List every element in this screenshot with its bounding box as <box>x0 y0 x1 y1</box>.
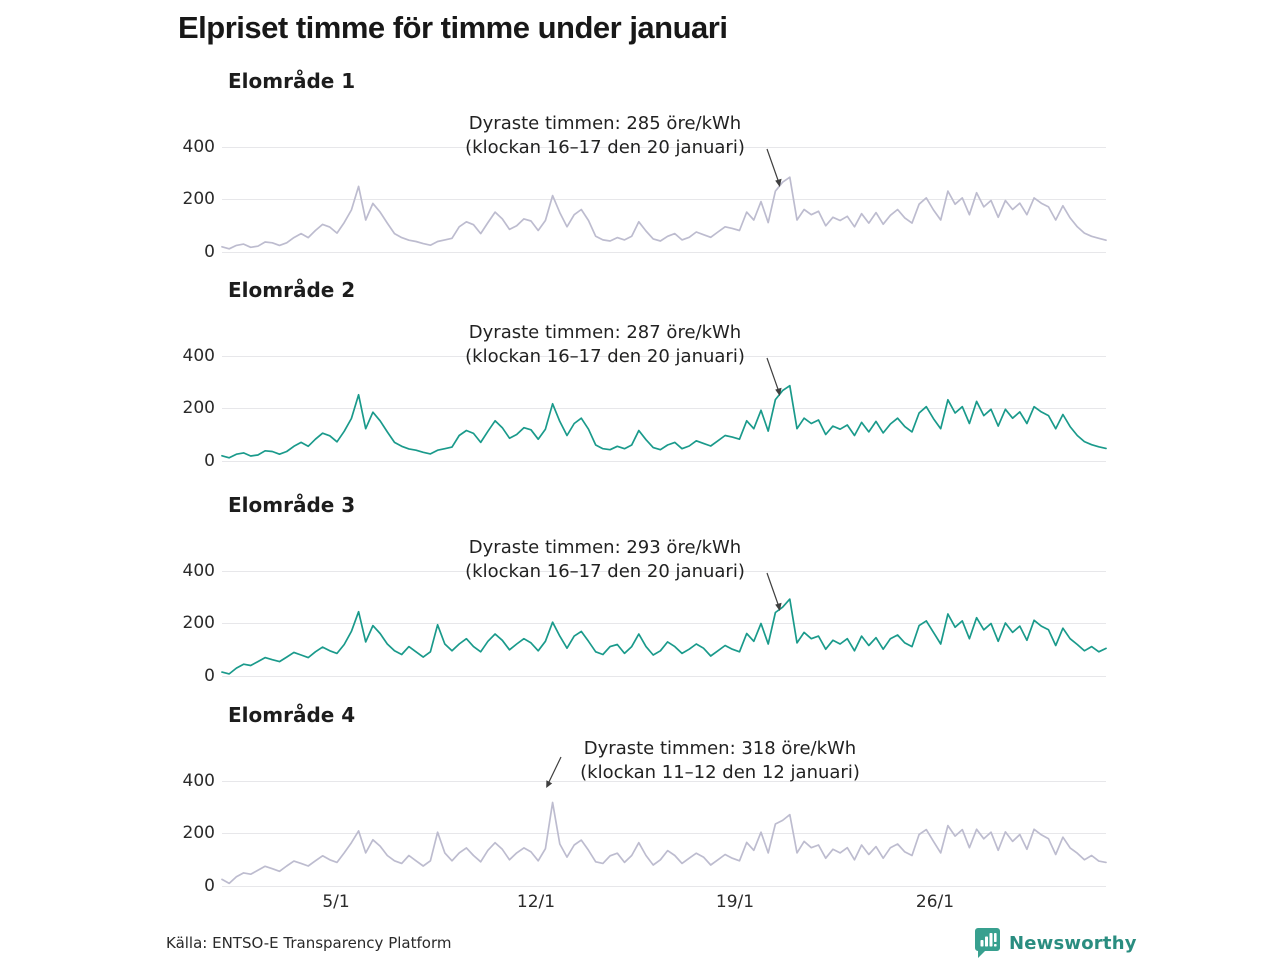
annotation-line2: (klockan 11–12 den 12 januari) <box>580 762 860 783</box>
annotation-arrow-icon <box>766 148 782 187</box>
y-tick-label: 400 <box>182 561 215 581</box>
y-tick-label: 0 <box>204 876 215 896</box>
y-tick-label: 0 <box>204 666 215 686</box>
panel-elomrade-4: Elområde 4 400 200 0 Dyraste timmen: 318… <box>0 694 1280 912</box>
annotation-line1: Dyraste timmen: 318 öre/kWh <box>583 738 857 759</box>
source-credit: Källa: ENTSO-E Transparency Platform <box>166 934 452 952</box>
price-line-chart <box>221 598 1107 675</box>
y-tick-label: 200 <box>182 398 215 418</box>
gridline-0 <box>222 676 1106 677</box>
price-line-chart <box>221 176 1107 250</box>
newsworthy-wordmark: Newsworthy <box>1009 932 1137 954</box>
panel-subtitle: Elområde 3 <box>228 493 356 517</box>
price-line-chart <box>221 801 1107 885</box>
panel-subtitle: Elområde 1 <box>228 69 356 93</box>
gridline-0 <box>222 461 1106 462</box>
gridline-200 <box>222 623 1106 624</box>
peak-annotation: Dyraste timmen: 287 öre/kWh (klockan 16–… <box>440 321 770 369</box>
annotation-line1: Dyraste timmen: 285 öre/kWh <box>468 113 742 134</box>
gridline-400 <box>222 781 1106 782</box>
gridline-200 <box>222 408 1106 409</box>
peak-annotation: Dyraste timmen: 318 öre/kWh (klockan 11–… <box>555 737 885 785</box>
price-line-chart <box>221 384 1107 459</box>
annotation-arrow-icon <box>766 357 782 396</box>
y-tick-label: 0 <box>204 451 215 471</box>
panel-elomrade-1: Elområde 1 400 200 0 Dyraste timmen: 285… <box>0 60 1280 275</box>
panel-subtitle: Elområde 2 <box>228 278 356 302</box>
x-tick-label: 5/1 <box>322 892 350 912</box>
y-tick-label: 400 <box>182 137 215 157</box>
gridline-400 <box>222 147 1106 148</box>
y-tick-label: 0 <box>204 242 215 262</box>
gridline-400 <box>222 356 1106 357</box>
y-tick-label: 400 <box>182 346 215 366</box>
annotation-line2: (klockan 16–17 den 20 januari) <box>465 346 745 367</box>
annotation-arrow-icon <box>766 572 782 611</box>
peak-annotation: Dyraste timmen: 285 öre/kWh (klockan 16–… <box>440 112 770 160</box>
panel-elomrade-2: Elområde 2 400 200 0 Dyraste timmen: 287… <box>0 269 1280 484</box>
annotation-line1: Dyraste timmen: 287 öre/kWh <box>468 322 742 343</box>
annotation-line2: (klockan 16–17 den 20 januari) <box>465 137 745 158</box>
page-title: Elpriset timme för timme under januari <box>178 10 728 45</box>
x-tick-label: 19/1 <box>715 892 755 912</box>
x-tick-label: 26/1 <box>915 892 955 912</box>
y-tick-label: 200 <box>182 823 215 843</box>
gridline-0 <box>222 886 1106 887</box>
y-tick-label: 400 <box>182 771 215 791</box>
annotation-arrow-icon <box>546 756 562 788</box>
gridline-0 <box>222 252 1106 253</box>
annotation-line2: (klockan 16–17 den 20 januari) <box>465 561 745 582</box>
gridline-200 <box>222 199 1106 200</box>
gridline-400 <box>222 571 1106 572</box>
newsworthy-logo-icon <box>975 928 1000 958</box>
panel-subtitle: Elområde 4 <box>228 703 356 727</box>
newsworthy-logo: Newsworthy <box>974 927 1137 959</box>
y-tick-label: 200 <box>182 189 215 209</box>
peak-annotation: Dyraste timmen: 293 öre/kWh (klockan 16–… <box>440 536 770 584</box>
y-tick-label: 200 <box>182 613 215 633</box>
gridline-200 <box>222 833 1106 834</box>
panel-elomrade-3: Elområde 3 400 200 0 Dyraste timmen: 293… <box>0 484 1280 699</box>
annotation-line1: Dyraste timmen: 293 öre/kWh <box>468 537 742 558</box>
x-tick-label: 12/1 <box>516 892 556 912</box>
